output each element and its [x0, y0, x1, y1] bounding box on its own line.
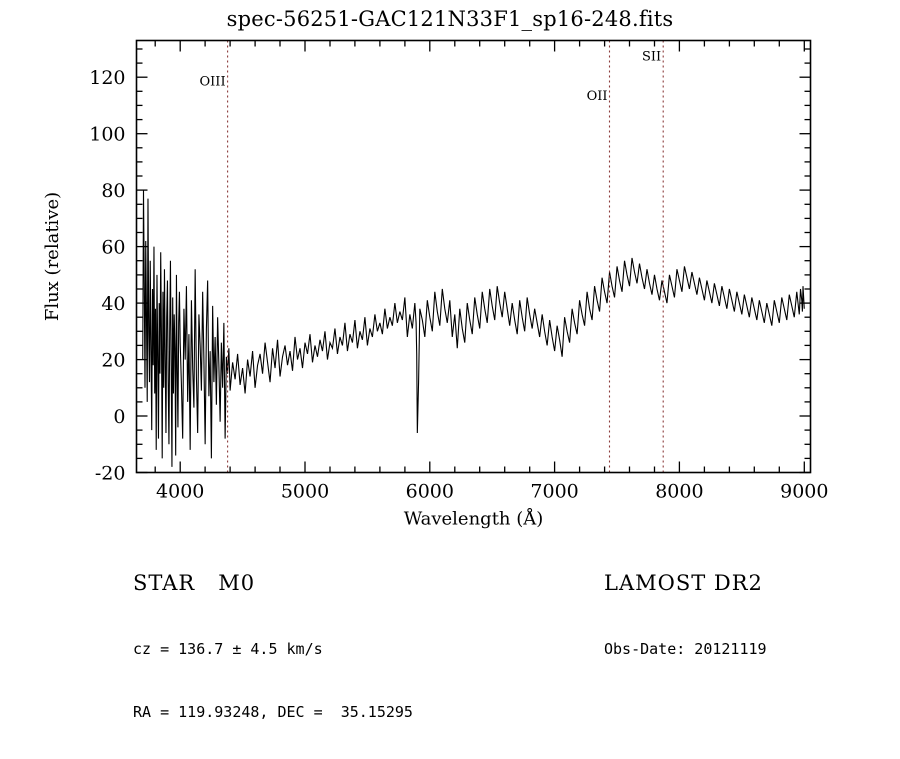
x-tick-label: 4000 [156, 481, 204, 503]
y-tick-label: -20 [95, 463, 126, 485]
y-tick-label: 100 [89, 124, 125, 146]
y-tick-label: 20 [101, 350, 125, 372]
object-type-label: STAR M0 [133, 571, 256, 595]
footer-right-block: LAMOST DR2 Obs-Date: 20121119 [604, 533, 767, 696]
footer-left-block: STAR M0 cz = 136.7 ± 4.5 km/s RA = 119.9… [133, 533, 413, 759]
x-axis-title: Wavelength (Å) [404, 508, 544, 530]
y-axis-title: Flux (relative) [42, 192, 63, 321]
x-tick-label: 7000 [530, 481, 578, 503]
y-tick-label: 40 [101, 293, 125, 315]
y-tick-label: 80 [101, 180, 125, 202]
y-tick-label: 120 [89, 67, 125, 89]
y-tick-label: 0 [113, 406, 125, 428]
spectrum-chart: OIII OII SII 4000 5000 6000 7000 8000 9000 -20 0 20… [42, 39, 828, 530]
spectral-line-label-oiii: OIII [200, 75, 226, 90]
survey-label: LAMOST DR2 [604, 571, 763, 595]
obs-date-label: Obs-Date: 20121119 [604, 640, 767, 658]
x-tick-label: 6000 [406, 481, 454, 503]
y-tick-label: 60 [101, 237, 125, 259]
x-tick-label: 8000 [655, 481, 703, 503]
plot-frame [135, 39, 812, 474]
x-tick-label: 5000 [281, 481, 329, 503]
spectral-line-label-sii: SII [642, 49, 661, 64]
spectral-line-label-oii: OII [587, 89, 608, 104]
page-title: spec-56251-GAC121N33F1_sp16-248.fits [226, 7, 674, 31]
plot-area: OIII OII SII 4000 5000 6000 7000 8000 9000 -20 0 20… [42, 39, 828, 530]
radial-velocity-label: cz = 136.7 ± 4.5 km/s [133, 640, 323, 658]
coordinates-label: RA = 119.93248, DEC = 35.15295 [133, 703, 413, 721]
spectrum-trace [142, 190, 805, 467]
spectrum-plot-page: spec-56251-GAC121N33F1_sp16-248.fits OII… [42, 7, 828, 721]
x-tick-label: 9000 [780, 481, 828, 503]
